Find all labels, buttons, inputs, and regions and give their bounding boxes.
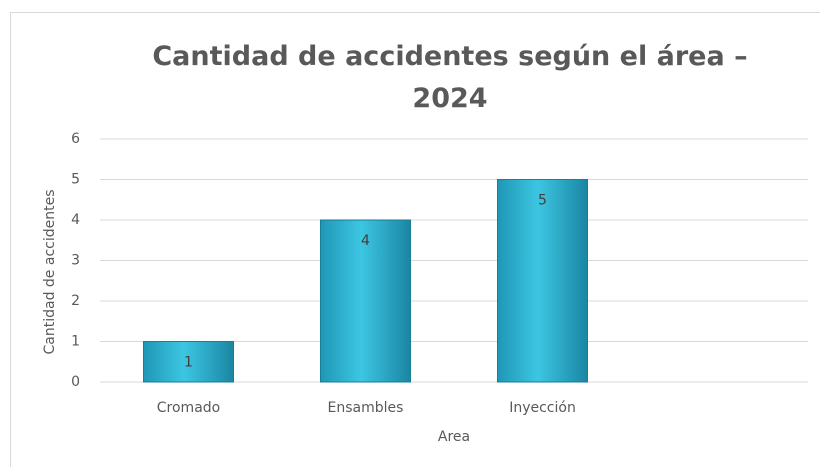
bar [497,179,588,383]
y-tick-label: 0 [71,374,80,390]
chart-title: Cantidad de accidentes según el área – 2… [152,41,748,114]
y-tick-label: 6 [71,131,80,147]
bar [143,341,234,383]
y-axis-label: Cantidad de accidentes [42,190,58,355]
y-tick-label: 1 [71,334,80,350]
x-tick-label: Ensambles [328,400,404,416]
x-tick-label: Inyección [509,400,576,416]
y-tick-label: 2 [71,293,80,309]
y-tick-label: 5 [71,172,80,188]
data-label: 1 [184,355,193,371]
data-label: 4 [361,233,370,249]
x-tick-label: Cromado [157,400,220,416]
data-label: 5 [538,193,547,209]
y-tick-label: 3 [71,253,80,269]
bar [320,219,411,383]
x-axis-label: Area [438,429,470,445]
y-tick-label: 4 [71,212,80,228]
chart-border [10,12,820,467]
